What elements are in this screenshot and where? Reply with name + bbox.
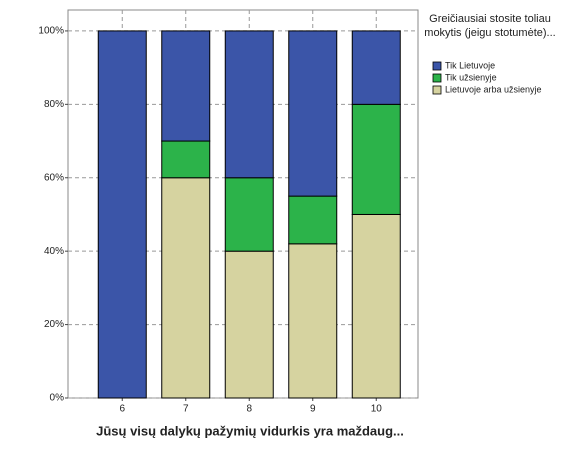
y-tick-label: 20% xyxy=(44,319,64,330)
legend-label: Tik užsienyje xyxy=(445,72,497,82)
legend-swatch xyxy=(432,61,442,71)
bar-segment xyxy=(161,140,211,179)
y-tick-label: 0% xyxy=(50,393,65,404)
legend-label: Tik Lietuvoje xyxy=(445,60,495,70)
bar-segment xyxy=(224,177,274,252)
legend-label: Lietuvoje arba užsienyje xyxy=(445,84,542,94)
x-tick-label: 8 xyxy=(246,404,252,415)
x-tick-label: 9 xyxy=(310,404,316,415)
x-tick-label: 6 xyxy=(119,404,125,415)
bar-segment xyxy=(351,213,401,399)
bar-segment xyxy=(224,30,274,179)
bar-segment xyxy=(161,177,211,399)
bar-segment xyxy=(288,195,338,245)
bar-segment xyxy=(97,30,147,399)
legend-swatch xyxy=(432,85,442,95)
legend-swatch xyxy=(432,73,442,83)
bar-segment xyxy=(224,250,274,399)
y-tick-label: 40% xyxy=(44,246,64,257)
x-tick-label: 7 xyxy=(183,404,189,415)
y-tick-label: 60% xyxy=(44,172,64,183)
bar-segment xyxy=(351,103,401,215)
x-axis-label: Jūsų visų dalykų pažymių vidurkis yra ma… xyxy=(96,423,404,438)
bar-segment xyxy=(288,243,338,399)
bar-segment xyxy=(351,30,401,105)
x-tick-label: 10 xyxy=(371,404,383,415)
bar-segment xyxy=(161,30,211,142)
y-tick-label: 100% xyxy=(38,26,64,37)
y-tick-label: 80% xyxy=(44,99,64,110)
legend-title: Greičiausiai stosite toliau mokytis (jei… xyxy=(424,13,556,39)
bar-segment xyxy=(288,30,338,197)
